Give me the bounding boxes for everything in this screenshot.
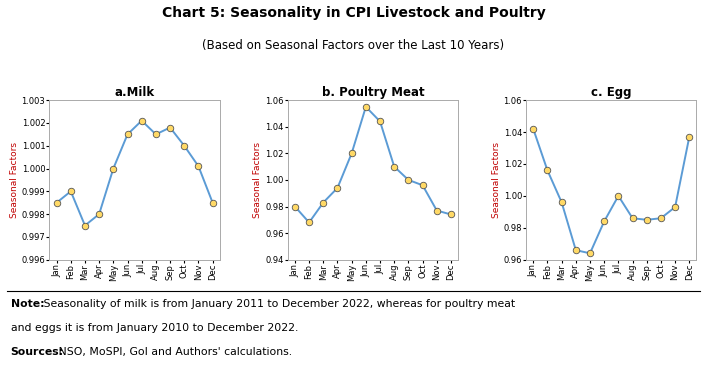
Text: and eggs it is from January 2010 to December 2022.: and eggs it is from January 2010 to Dece…: [11, 323, 298, 333]
Text: Sources:: Sources:: [11, 347, 64, 357]
Point: [585, 250, 596, 256]
Title: c. Egg: c. Egg: [591, 86, 631, 99]
Point: [303, 220, 315, 226]
Point: [332, 185, 343, 191]
Point: [122, 131, 133, 137]
Title: a.Milk: a.Milk: [115, 86, 155, 99]
Point: [655, 215, 667, 221]
Point: [389, 164, 400, 170]
Y-axis label: Seasonal Factors: Seasonal Factors: [253, 142, 262, 218]
Point: [627, 215, 638, 221]
Point: [542, 167, 553, 173]
Point: [107, 165, 119, 171]
Point: [445, 211, 457, 217]
Point: [527, 126, 539, 132]
Point: [93, 211, 105, 217]
Point: [207, 200, 218, 206]
Point: [193, 163, 204, 169]
Text: NSO, MoSPI, GoI and Authors' calculations.: NSO, MoSPI, GoI and Authors' calculation…: [55, 347, 292, 357]
Text: (Based on Seasonal Factors over the Last 10 Years): (Based on Seasonal Factors over the Last…: [202, 39, 505, 52]
Point: [79, 223, 90, 229]
Point: [684, 134, 695, 140]
Point: [613, 193, 624, 199]
Point: [570, 247, 581, 253]
Point: [165, 125, 176, 131]
Point: [346, 150, 357, 156]
Point: [403, 177, 414, 183]
Point: [599, 219, 610, 224]
Point: [360, 104, 371, 110]
Point: [417, 182, 428, 188]
Y-axis label: Seasonal Factors: Seasonal Factors: [10, 142, 19, 218]
Text: Seasonality of milk is from January 2011 to December 2022, whereas for poultry m: Seasonality of milk is from January 2011…: [40, 299, 515, 309]
Point: [150, 131, 161, 137]
Y-axis label: Seasonal Factors: Seasonal Factors: [491, 142, 501, 218]
Point: [179, 143, 190, 149]
Point: [556, 199, 567, 205]
Point: [431, 207, 443, 213]
Text: Note:: Note:: [11, 299, 45, 309]
Title: b. Poultry Meat: b. Poultry Meat: [322, 86, 424, 99]
Text: Chart 5: Seasonality in CPI Livestock and Poultry: Chart 5: Seasonality in CPI Livestock an…: [162, 6, 545, 20]
Point: [670, 204, 681, 210]
Point: [641, 217, 653, 223]
Point: [136, 118, 147, 124]
Point: [65, 188, 76, 194]
Point: [51, 200, 62, 206]
Point: [317, 200, 329, 206]
Point: [375, 118, 386, 124]
Point: [289, 204, 300, 210]
